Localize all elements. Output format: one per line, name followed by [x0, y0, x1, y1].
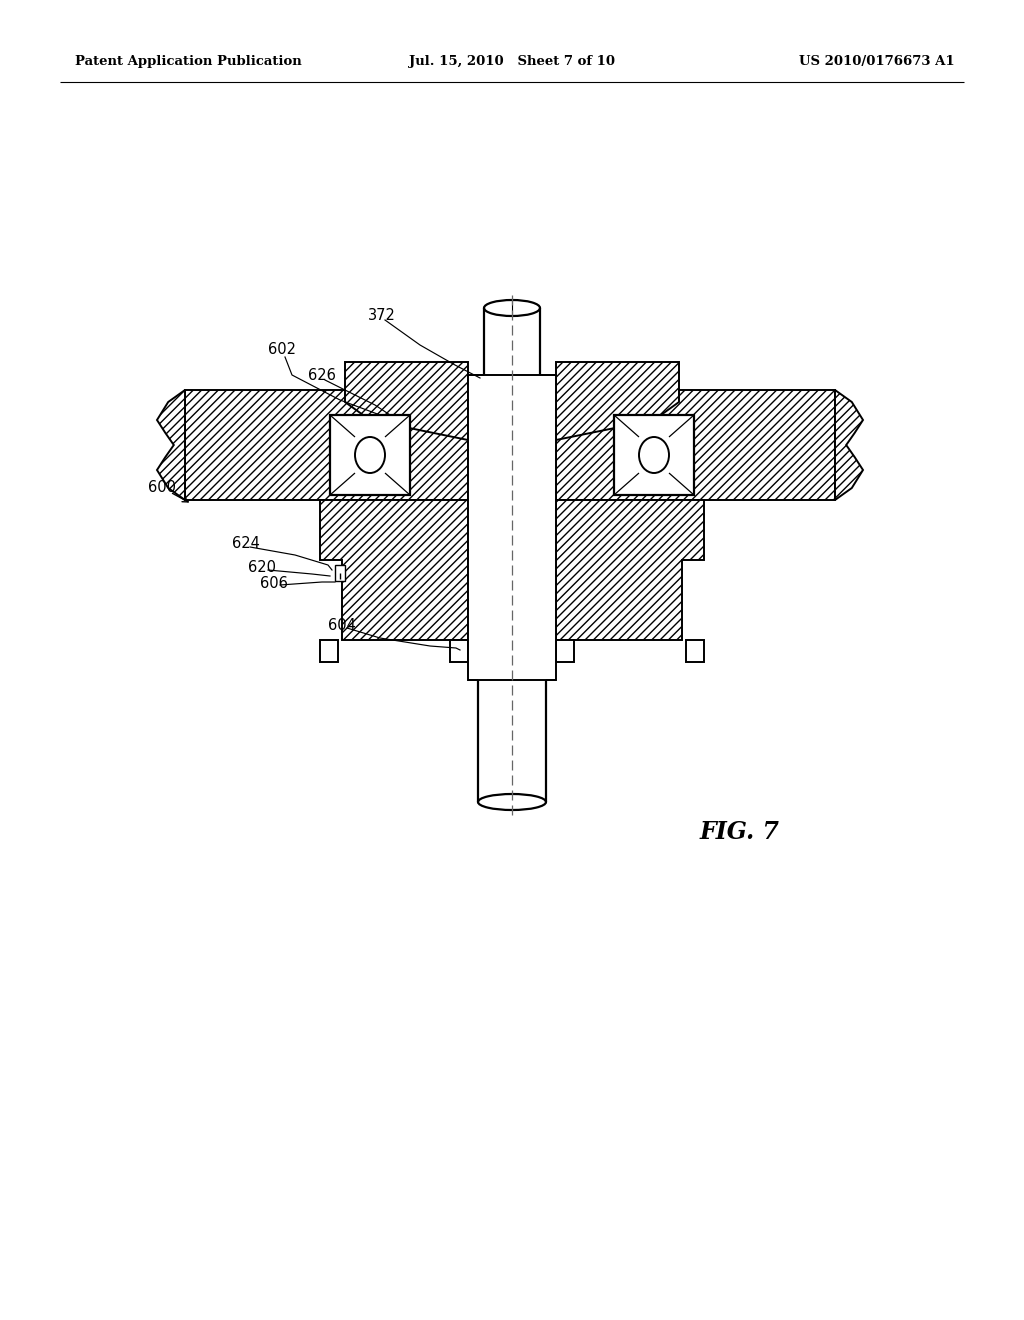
- Text: 624: 624: [232, 536, 260, 550]
- Polygon shape: [556, 362, 679, 440]
- Text: Patent Application Publication: Patent Application Publication: [75, 55, 302, 69]
- Polygon shape: [319, 500, 468, 640]
- Text: 626: 626: [308, 367, 336, 383]
- Text: 372: 372: [368, 308, 396, 322]
- Polygon shape: [835, 389, 863, 500]
- Ellipse shape: [355, 437, 385, 473]
- Bar: [330, 414, 410, 495]
- Text: 604: 604: [328, 618, 356, 632]
- Text: 600: 600: [148, 480, 176, 495]
- Text: 602: 602: [268, 342, 296, 358]
- Bar: [468, 375, 556, 680]
- Text: 620: 620: [248, 560, 276, 574]
- Ellipse shape: [484, 300, 540, 315]
- Bar: [319, 640, 338, 663]
- Ellipse shape: [639, 437, 669, 473]
- Polygon shape: [345, 362, 468, 440]
- Text: FIG. 7: FIG. 7: [700, 820, 780, 843]
- Text: US 2010/0176673 A1: US 2010/0176673 A1: [800, 55, 955, 69]
- Polygon shape: [185, 389, 468, 500]
- Polygon shape: [556, 500, 705, 640]
- Bar: [556, 640, 574, 663]
- Polygon shape: [157, 389, 185, 500]
- Text: 606: 606: [260, 576, 288, 590]
- Bar: [335, 565, 345, 581]
- Bar: [614, 414, 694, 495]
- Text: Jul. 15, 2010   Sheet 7 of 10: Jul. 15, 2010 Sheet 7 of 10: [409, 55, 615, 69]
- Bar: [450, 640, 468, 663]
- Bar: [686, 640, 705, 663]
- Polygon shape: [556, 389, 835, 500]
- Ellipse shape: [478, 795, 546, 810]
